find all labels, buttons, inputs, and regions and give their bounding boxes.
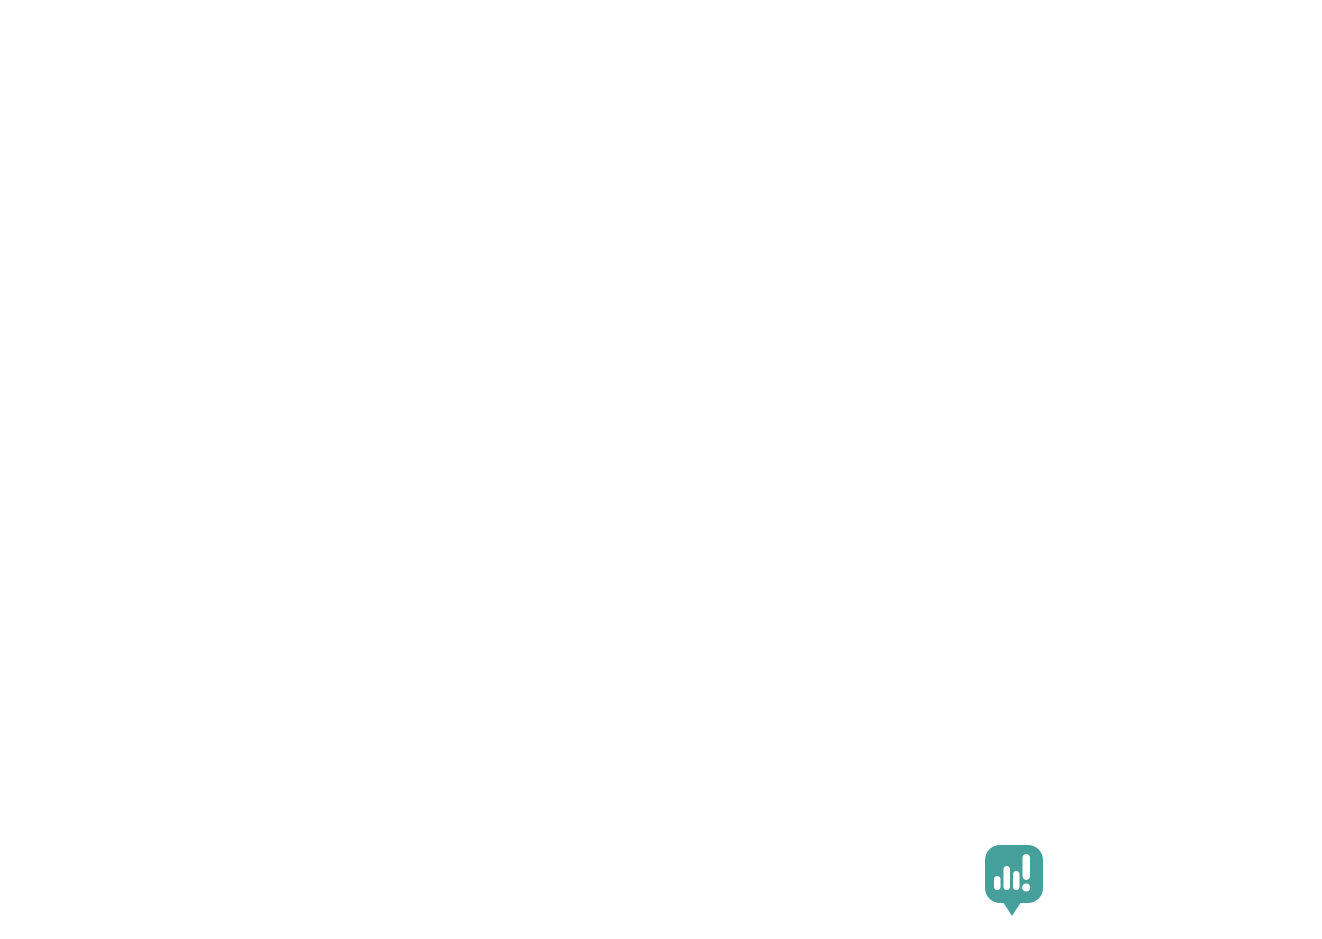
newsworthy-bubble-icon	[985, 845, 1043, 916]
newsworthy-logo	[983, 843, 1061, 917]
